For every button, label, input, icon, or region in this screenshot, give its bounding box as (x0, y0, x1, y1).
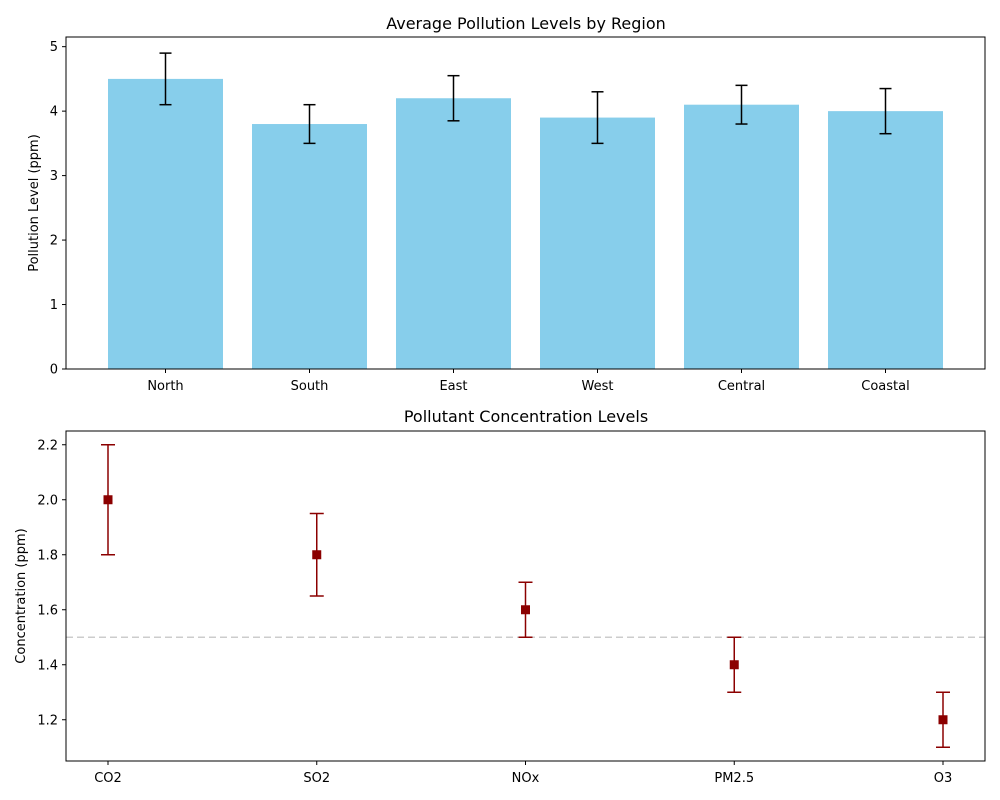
x-ticks-group: North South East West Central Coastal (147, 369, 910, 394)
y-ticks-group: 0 1 2 3 4 5 (50, 40, 66, 378)
data-point (729, 660, 739, 670)
points-group (103, 495, 948, 725)
error-bar (447, 74, 460, 122)
x-tick-label: South (291, 379, 329, 394)
bar (540, 117, 655, 370)
x-tick-label: NOx (512, 771, 540, 786)
data-point (103, 495, 113, 505)
x-tick-label: West (582, 379, 614, 394)
y-tick-label: 4 (50, 105, 58, 120)
y-tick-label: 2.0 (37, 493, 58, 508)
error-bar (879, 87, 892, 135)
x-tick-label: CO2 (94, 771, 122, 786)
x-tick-label: Central (718, 379, 765, 394)
data-point (312, 550, 322, 560)
error-bar (735, 84, 748, 125)
y-tick-label: 1.4 (37, 658, 58, 673)
plot-frame (65, 430, 986, 762)
data-point (521, 605, 530, 615)
bar (828, 111, 943, 369)
y-tick-label: 1 (50, 298, 58, 313)
y-tick-label: 2.2 (37, 438, 58, 453)
bar (108, 78, 223, 369)
y-axis-label: Concentration (ppm) (14, 528, 29, 663)
errorbar-chart: Pollutant Concentration Levels Concentra… (14, 407, 986, 786)
y-tick-label: 1.2 (37, 713, 58, 728)
bar (396, 98, 511, 369)
y-tick-label: 2 (50, 234, 58, 249)
error-bar (159, 52, 172, 106)
x-tick-label: East (439, 379, 467, 394)
x-tick-label: O3 (934, 771, 953, 786)
error-bar (303, 103, 316, 145)
y-tick-label: 3 (50, 169, 58, 184)
y-tick-label: 1.8 (37, 548, 58, 563)
x-tick-label: North (147, 379, 183, 394)
x-tick-label: SO2 (303, 771, 330, 786)
data-point (938, 715, 948, 725)
x-tick-label: Coastal (861, 379, 909, 394)
bar (684, 104, 799, 369)
y-ticks-group: 1.2 1.4 1.6 1.8 2.0 2.2 (37, 438, 66, 728)
x-ticks-group: CO2 SO2 NOx PM2.5 O3 (94, 761, 952, 786)
y-tick-label: 0 (50, 363, 58, 378)
y-axis-label: Pollution Level (ppm) (27, 134, 42, 272)
error-bars-group (101, 444, 950, 748)
chart-title: Pollutant Concentration Levels (404, 407, 648, 426)
plot-frame (65, 36, 986, 370)
x-tick-label: PM2.5 (714, 771, 754, 786)
bar (252, 124, 367, 369)
y-tick-label: 5 (50, 40, 58, 55)
y-tick-label: 1.6 (37, 603, 58, 618)
bar-chart: Average Pollution Levels by Region Pollu… (27, 14, 986, 394)
chart-title: Average Pollution Levels by Region (386, 14, 666, 33)
error-bars-group (159, 52, 892, 145)
bars-group (108, 78, 943, 370)
error-bar (591, 91, 604, 145)
